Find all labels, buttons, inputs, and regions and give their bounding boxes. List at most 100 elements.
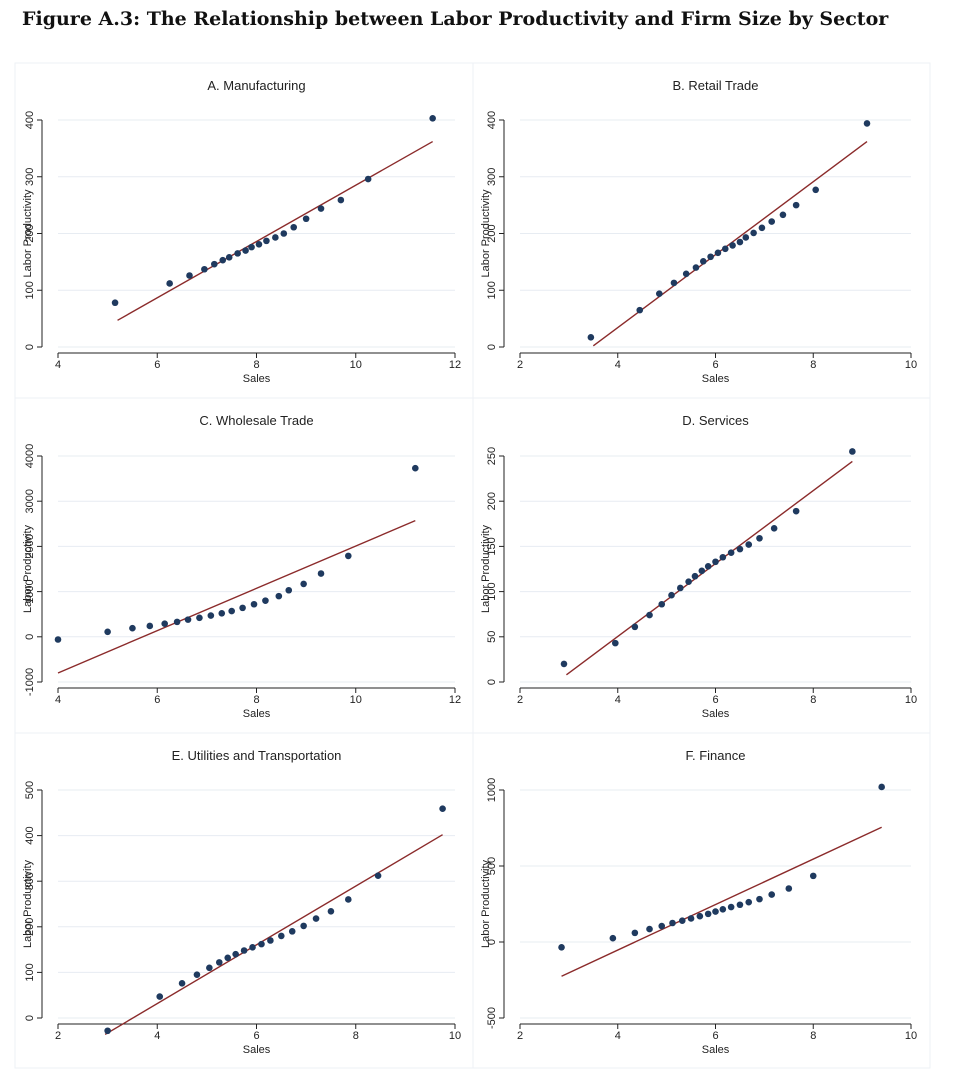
scatter-point xyxy=(745,898,753,906)
y-tick-label: 400 xyxy=(24,111,36,129)
scatter-point xyxy=(285,586,293,594)
scatter-point xyxy=(712,558,719,566)
scatter-point xyxy=(692,264,700,271)
scatter-point xyxy=(792,201,800,209)
x-tick-label: 8 xyxy=(810,1030,816,1042)
scatter-point xyxy=(770,525,778,532)
y-axis-label: Labor Productivity xyxy=(22,859,34,948)
scatter-point xyxy=(129,624,136,632)
scatter-point xyxy=(258,940,265,948)
y-tick-label: 0 xyxy=(486,679,498,685)
x-tick-label: 6 xyxy=(154,694,160,706)
y-tick-label: 100 xyxy=(24,281,36,299)
panel-frame xyxy=(14,62,474,399)
scatter-point xyxy=(849,448,856,455)
scatter-point xyxy=(218,609,226,617)
scatter-point xyxy=(290,223,298,231)
y-tick-label: 0 xyxy=(24,344,36,350)
scatter-point xyxy=(193,971,201,978)
scatter-point xyxy=(727,549,735,557)
scatter-point xyxy=(374,872,382,880)
scatter-point xyxy=(612,639,619,647)
y-tick-label: -500 xyxy=(486,1007,498,1029)
panel-frame xyxy=(472,397,931,734)
scatter-point xyxy=(272,234,279,241)
x-tick-label: 10 xyxy=(905,1030,917,1042)
y-tick-label: 1000 xyxy=(486,778,498,802)
x-tick-label: 2 xyxy=(55,1030,61,1042)
scatter-point xyxy=(670,279,678,287)
panel-frame xyxy=(14,732,474,1069)
y-tick-label: 0 xyxy=(486,939,498,945)
scatter-point xyxy=(263,237,270,245)
y-tick-label: 200 xyxy=(486,492,498,510)
scatter-point xyxy=(677,584,684,592)
x-axis-label: Sales xyxy=(702,373,730,385)
panel-frame xyxy=(472,62,931,399)
x-tick-label: 12 xyxy=(449,694,461,706)
y-tick-label: 200 xyxy=(24,918,36,936)
fit-line xyxy=(117,140,434,321)
scatter-point xyxy=(707,253,714,261)
scatter-point xyxy=(736,238,744,246)
scatter-point xyxy=(669,919,676,927)
x-tick-label: 6 xyxy=(253,1030,259,1042)
y-tick-label: 100 xyxy=(486,281,498,299)
scatter-point xyxy=(631,929,639,937)
scatter-point xyxy=(173,618,181,626)
scatter-point xyxy=(178,980,186,987)
scatter-point xyxy=(756,534,763,542)
x-tick-label: 8 xyxy=(810,694,816,706)
panel-frame xyxy=(14,397,474,734)
scatter-point xyxy=(750,229,757,237)
y-tick-label: 150 xyxy=(486,537,498,555)
scatter-point xyxy=(558,944,565,951)
x-tick-label: 8 xyxy=(810,359,816,371)
scatter-point xyxy=(312,915,320,922)
scatter-point xyxy=(631,623,639,631)
scatter-point xyxy=(727,903,735,911)
y-tick-label: 500 xyxy=(24,781,36,799)
scatter-point xyxy=(412,464,419,472)
scatter-point xyxy=(721,245,729,253)
panel-title: E. Utilities and Transportation xyxy=(172,748,342,763)
y-tick-label: 500 xyxy=(486,857,498,875)
scatter-point xyxy=(745,541,753,548)
scatter-point xyxy=(878,783,885,791)
x-tick-label: 8 xyxy=(353,1030,359,1042)
y-tick-label: 250 xyxy=(486,447,498,465)
x-tick-label: 10 xyxy=(905,359,917,371)
scatter-point xyxy=(206,964,213,972)
scatter-point xyxy=(678,917,686,925)
scatter-point xyxy=(54,636,62,643)
x-tick-label: 6 xyxy=(154,359,160,371)
panel-title: F. Finance xyxy=(686,748,746,763)
x-axis-label: Sales xyxy=(243,373,271,385)
y-tick-label: 400 xyxy=(486,111,498,129)
scatter-point xyxy=(317,205,325,212)
y-axis-label: Labor Productivity xyxy=(480,524,492,613)
x-tick-label: 10 xyxy=(905,694,917,706)
fit-line xyxy=(104,834,443,1036)
x-axis-label: Sales xyxy=(243,1044,271,1056)
scatter-point xyxy=(300,580,307,588)
scatter-point xyxy=(792,507,800,515)
y-tick-label: 0 xyxy=(24,634,36,640)
scatter-point xyxy=(646,925,653,933)
x-tick-label: 2 xyxy=(517,359,523,371)
scatter-point xyxy=(248,243,255,251)
y-axis-label: Labor Productivity xyxy=(22,524,34,613)
panel-title: D. Services xyxy=(682,413,749,428)
scatter-point xyxy=(812,186,819,194)
scatter-point xyxy=(704,562,712,570)
scatter-point xyxy=(609,934,617,942)
scatter-point xyxy=(863,120,871,127)
scatter-point xyxy=(668,591,675,599)
scatter-point xyxy=(779,211,787,219)
scatter-point xyxy=(288,928,296,935)
scatter-point xyxy=(704,910,712,918)
scatter-point xyxy=(267,937,274,944)
scatter-point xyxy=(439,805,446,812)
y-tick-label: 2000 xyxy=(24,534,36,558)
